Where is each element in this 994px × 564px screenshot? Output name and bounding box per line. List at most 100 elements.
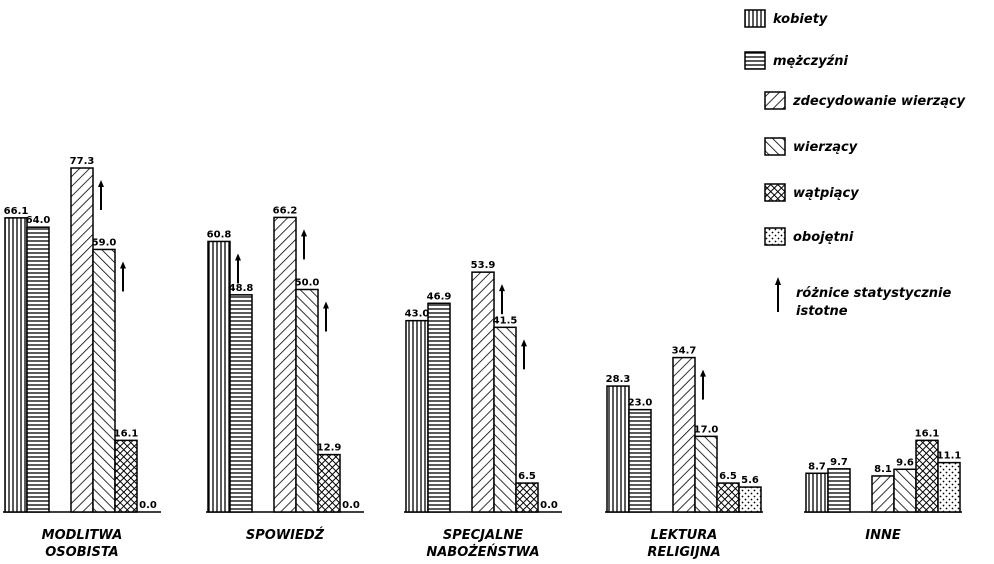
data-label: 5.6	[741, 475, 759, 486]
data-label: 60.8	[207, 229, 232, 240]
data-label: 34.7	[672, 346, 697, 357]
data-label: 9.7	[830, 457, 848, 468]
data-label: 28.3	[606, 374, 631, 385]
bar	[114, 439, 138, 513]
data-label: 48.8	[229, 283, 254, 294]
significance-arrow	[120, 261, 126, 292]
bar	[317, 453, 341, 513]
bar	[937, 461, 961, 513]
data-label: 77.3	[70, 156, 95, 167]
category-label: MODLITWA	[42, 528, 123, 543]
bar	[4, 217, 28, 513]
bar	[229, 294, 253, 513]
legend-label: wierzący	[793, 140, 858, 155]
bar	[207, 240, 231, 513]
bar	[471, 271, 495, 513]
significance-arrow	[521, 339, 527, 370]
legend-item: kobiety	[744, 9, 828, 28]
bar	[871, 475, 895, 513]
bar	[606, 385, 630, 513]
data-label: 6.5	[518, 471, 536, 482]
significance-arrow	[499, 284, 505, 315]
data-label: 41.5	[493, 315, 518, 326]
bar	[295, 288, 319, 513]
data-label: 6.5	[719, 471, 737, 482]
data-label: 46.9	[427, 291, 452, 302]
bar	[672, 356, 696, 513]
data-label: 8.1	[874, 464, 892, 475]
data-label: 11.1	[937, 451, 962, 462]
data-label: 16.1	[114, 428, 139, 439]
bar	[493, 326, 517, 513]
category-label: RELIGIJNA	[647, 545, 720, 560]
data-label: 66.2	[273, 205, 298, 216]
legend-label: wątpiący	[793, 186, 859, 201]
data-label: 12.9	[317, 443, 342, 454]
bar	[273, 216, 297, 513]
category-label: SPECJALNE	[443, 528, 523, 543]
legend-swatch	[744, 9, 766, 28]
bars-layer	[3, 167, 962, 513]
category-label: LEKTURA	[651, 528, 718, 543]
legend-swatch	[744, 51, 766, 70]
data-label: 23.0	[628, 398, 653, 409]
bar	[893, 468, 917, 513]
data-label: 53.9	[471, 260, 496, 271]
data-label: 50.0	[295, 278, 320, 289]
significance-arrow	[98, 180, 104, 211]
legend-item: wątpiący	[764, 183, 859, 202]
bar	[694, 435, 718, 513]
bar	[26, 226, 50, 513]
significance-arrow	[700, 369, 706, 400]
bar	[70, 167, 94, 513]
bar	[716, 482, 740, 513]
legend-swatch	[764, 137, 786, 156]
legend-arrow-text: istotne	[796, 304, 848, 319]
arrows-layer	[98, 180, 706, 400]
data-label: 66.1	[4, 206, 29, 217]
category-label: INNE	[865, 528, 901, 543]
legend-item: obojętni	[764, 227, 854, 246]
data-label: 0.0	[540, 500, 558, 511]
category-label: SPOWIEDŹ	[246, 527, 325, 543]
legend-item: zdecydowanie wierzący	[764, 91, 966, 110]
data-label: 8.7	[808, 461, 826, 472]
significance-arrow	[235, 253, 241, 284]
bar	[92, 248, 116, 513]
legend-arrow-text: różnice statystycznie	[796, 286, 951, 301]
legend-label: obojętni	[793, 230, 854, 245]
legend-label: kobiety	[773, 12, 828, 27]
data-label: 16.1	[915, 428, 940, 439]
bar	[628, 408, 652, 513]
legend-label: mężczyźni	[773, 54, 848, 69]
legend-label: zdecydowanie wierzący	[792, 94, 966, 109]
data-label: 9.6	[896, 457, 914, 468]
legend-swatch	[764, 227, 786, 246]
legend-swatch	[764, 183, 786, 202]
data-label: 0.0	[342, 500, 360, 511]
legend-arrow-note: różnice statystycznie istotne	[775, 277, 951, 319]
value-labels-layer: 66.1 60.8 43.0 28.3 8.7 64.0 48.8 46.9 23.0 9.7 77…	[4, 156, 962, 511]
legend-item: wierzący	[764, 137, 858, 156]
data-label: 59.0	[92, 237, 117, 248]
legend: kobiety mężczyźni zdecydowanie wierzący wie…	[744, 9, 966, 319]
bar	[915, 439, 939, 513]
data-label: 0.0	[139, 500, 157, 511]
significance-arrow	[301, 229, 307, 260]
legend-swatch	[764, 91, 786, 110]
data-label: 43.0	[405, 309, 430, 320]
significance-arrow	[323, 301, 329, 332]
bar	[738, 486, 762, 513]
bar	[805, 472, 829, 513]
data-label: 64.0	[26, 215, 51, 226]
bar	[827, 468, 851, 513]
bar	[515, 482, 539, 513]
category-labels-layer: MODLITWA OSOBISTA SPOWIEDŹ SPECJALNENABOŻEŃ…	[42, 527, 901, 560]
bar	[427, 302, 451, 513]
category-label: OSOBISTA	[45, 545, 119, 560]
data-label: 17.0	[694, 424, 719, 435]
bar	[405, 319, 429, 513]
category-label: NABOŻEŃSTWA	[426, 544, 539, 560]
legend-item: mężczyźni	[744, 51, 848, 70]
